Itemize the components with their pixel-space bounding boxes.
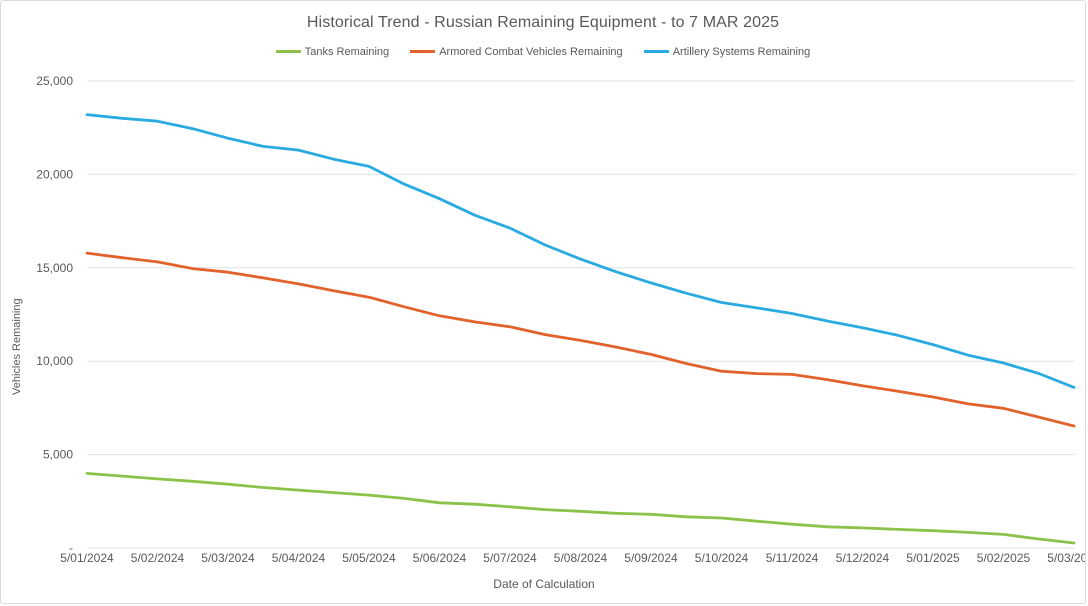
svg-text:10,000: 10,000 xyxy=(36,354,73,368)
svg-text:5/04/2024: 5/04/2024 xyxy=(272,551,326,565)
svg-text:5/01/2025: 5/01/2025 xyxy=(906,551,960,565)
svg-text:5/06/2024: 5/06/2024 xyxy=(413,551,467,565)
svg-text:5/03/2025: 5/03/2025 xyxy=(1047,551,1086,565)
svg-text:5/11/2024: 5/11/2024 xyxy=(766,551,819,565)
svg-text:5/07/2024: 5/07/2024 xyxy=(483,551,537,565)
svg-text:15,000: 15,000 xyxy=(36,261,73,275)
svg-text:5/12/2024: 5/12/2024 xyxy=(836,551,890,565)
svg-text:20,000: 20,000 xyxy=(36,167,73,181)
svg-text:5/05/2024: 5/05/2024 xyxy=(342,551,396,565)
svg-text:5/02/2025: 5/02/2025 xyxy=(977,551,1031,565)
svg-text:5/10/2024: 5/10/2024 xyxy=(695,551,749,565)
svg-text:5/03/2024: 5/03/2024 xyxy=(201,551,255,565)
svg-text:25,000: 25,000 xyxy=(36,74,73,88)
svg-text:5/09/2024: 5/09/2024 xyxy=(624,551,678,565)
svg-text:5/02/2024: 5/02/2024 xyxy=(131,551,185,565)
svg-text:5,000: 5,000 xyxy=(43,448,73,462)
svg-text:5/01/2024: 5/01/2024 xyxy=(60,551,114,565)
svg-text:5/08/2024: 5/08/2024 xyxy=(554,551,608,565)
